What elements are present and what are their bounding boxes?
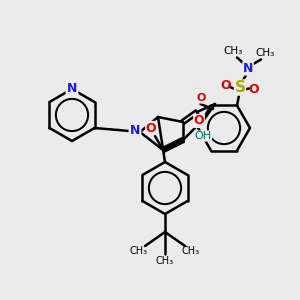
Text: S: S <box>235 80 245 95</box>
Text: CH₃: CH₃ <box>130 246 148 256</box>
Text: OH: OH <box>194 131 212 141</box>
Text: CH₃: CH₃ <box>224 46 243 56</box>
Text: O: O <box>194 115 204 128</box>
Text: O: O <box>197 93 206 103</box>
Text: CH₃: CH₃ <box>255 49 274 58</box>
Text: O: O <box>146 122 156 134</box>
Text: O: O <box>249 83 259 96</box>
Text: CH₃: CH₃ <box>182 246 200 256</box>
Text: N: N <box>243 62 253 75</box>
Text: CH₃: CH₃ <box>156 256 174 266</box>
Text: N: N <box>67 82 77 94</box>
Text: N: N <box>130 124 140 137</box>
Text: O: O <box>221 79 231 92</box>
